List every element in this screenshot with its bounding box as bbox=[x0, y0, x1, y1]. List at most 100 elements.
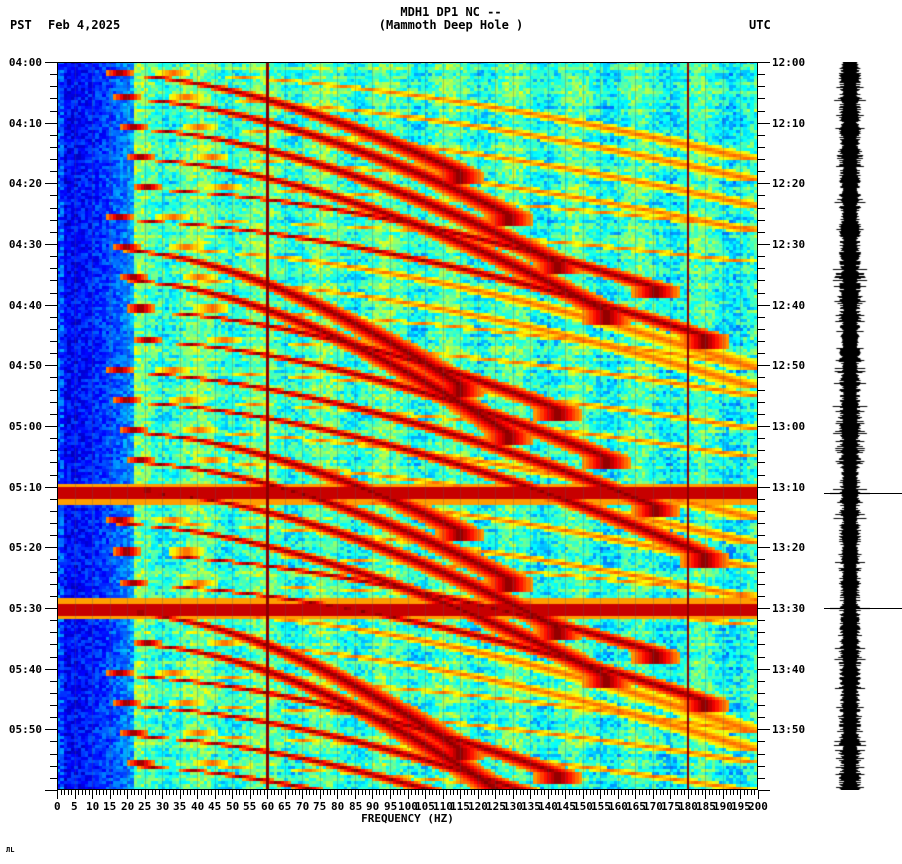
utc-axis-minor-tick bbox=[758, 523, 765, 524]
frequency-axis-minor-tick bbox=[194, 790, 195, 795]
seismogram-trace bbox=[830, 62, 870, 790]
frequency-axis-major-tick bbox=[232, 790, 233, 799]
time-axis-pst-label: 04:30 bbox=[8, 238, 42, 251]
frequency-axis-minor-tick bbox=[229, 790, 230, 795]
frequency-axis-minor-tick bbox=[211, 790, 212, 795]
frequency-axis-minor-tick bbox=[432, 790, 433, 795]
frequency-axis-minor-tick bbox=[82, 790, 83, 795]
utc-axis-minor-tick bbox=[758, 462, 765, 463]
frequency-axis-minor-tick bbox=[85, 790, 86, 795]
time-axis-minor-tick bbox=[50, 402, 57, 403]
utc-axis-minor-tick bbox=[758, 693, 765, 694]
frequency-axis-major-tick bbox=[530, 790, 531, 799]
frequency-axis-minor-tick bbox=[299, 790, 300, 795]
frequency-axis-label: 15 bbox=[103, 800, 117, 813]
frequency-axis-major-tick bbox=[425, 790, 426, 799]
frequency-axis-label: 20 bbox=[121, 800, 135, 813]
frequency-axis-minor-tick bbox=[576, 790, 577, 795]
frequency-axis-label: 200 bbox=[748, 800, 768, 813]
utc-axis-minor-tick bbox=[758, 438, 765, 439]
frequency-axis-minor-tick bbox=[474, 790, 475, 795]
time-axis-minor-tick bbox=[50, 280, 57, 281]
frequency-axis-label: 85 bbox=[349, 800, 363, 813]
frequency-axis-major-tick bbox=[565, 790, 566, 799]
time-axis-minor-tick bbox=[50, 475, 57, 476]
trace-event-marker bbox=[824, 608, 902, 609]
frequency-axis-major-tick bbox=[688, 790, 689, 799]
frequency-axis-minor-tick bbox=[393, 790, 394, 795]
frequency-axis-minor-tick bbox=[169, 790, 170, 795]
time-axis-utc-label: 13:20 bbox=[772, 541, 806, 554]
utc-axis-major-tick bbox=[758, 365, 770, 366]
frequency-axis-minor-tick bbox=[744, 790, 745, 795]
time-axis-minor-tick bbox=[50, 293, 57, 294]
time-axis-minor-tick bbox=[50, 220, 57, 221]
frequency-axis-minor-tick bbox=[604, 790, 605, 795]
frequency-axis-minor-tick bbox=[663, 790, 664, 795]
time-axis-minor-tick bbox=[50, 644, 57, 645]
frequency-axis-minor-tick bbox=[586, 790, 587, 795]
frequency-axis-major-tick bbox=[705, 790, 706, 799]
utc-axis-minor-tick bbox=[758, 741, 765, 742]
utc-axis-major-tick bbox=[758, 729, 770, 730]
time-axis-pst: 04:00 04:10 04:20 04:30 04:40 04:50 05:00 05:10… bbox=[0, 0, 57, 864]
frequency-axis-minor-tick bbox=[176, 790, 177, 795]
frequency-axis-minor-tick bbox=[607, 790, 608, 795]
time-axis-minor-tick bbox=[50, 98, 57, 99]
utc-axis-minor-tick bbox=[758, 135, 765, 136]
frequency-axis-label: 105 bbox=[415, 800, 435, 813]
frequency-axis-minor-tick bbox=[61, 790, 62, 795]
time-axis-pst-label: 05:10 bbox=[8, 481, 42, 494]
timezone-label-left: PST bbox=[10, 18, 32, 32]
time-axis-minor-tick bbox=[50, 135, 57, 136]
frequency-axis-minor-tick bbox=[89, 790, 90, 795]
time-axis-minor-tick bbox=[50, 535, 57, 536]
frequency-axis-label: 65 bbox=[278, 800, 292, 813]
frequency-axis-minor-tick bbox=[306, 790, 307, 795]
frequency-axis-label: 30 bbox=[156, 800, 170, 813]
frequency-axis: 0 5 10 15 20 25 30 35 40 45 50 55 60 65 70 75 80 85 90 95 10… bbox=[0, 790, 902, 864]
frequency-axis-minor-tick bbox=[446, 790, 447, 795]
frequency-axis-label: 145 bbox=[556, 800, 576, 813]
frequency-axis-minor-tick bbox=[117, 790, 118, 795]
time-axis-minor-tick bbox=[50, 208, 57, 209]
spectrogram-panel[interactable] bbox=[57, 62, 758, 790]
frequency-axis-major-tick bbox=[110, 790, 111, 799]
frequency-axis-minor-tick bbox=[716, 790, 717, 795]
time-axis-minor-tick bbox=[50, 754, 57, 755]
frequency-axis-minor-tick bbox=[204, 790, 205, 795]
time-axis-utc-label: 13:00 bbox=[772, 420, 806, 433]
frequency-axis-minor-tick bbox=[646, 790, 647, 795]
time-axis-utc-label: 13:10 bbox=[772, 481, 806, 494]
frequency-axis-major-tick bbox=[162, 790, 163, 799]
frequency-axis-minor-tick bbox=[190, 790, 191, 795]
time-axis-pst-label: 04:10 bbox=[8, 117, 42, 130]
time-axis-minor-tick bbox=[50, 159, 57, 160]
frequency-axis-major-tick bbox=[548, 790, 549, 799]
utc-axis-minor-tick bbox=[758, 766, 765, 767]
time-axis-minor-tick bbox=[50, 596, 57, 597]
seismogram-trace-panel[interactable] bbox=[830, 62, 870, 790]
time-axis-major-tick bbox=[45, 123, 57, 124]
frequency-axis-minor-tick bbox=[639, 790, 640, 795]
frequency-axis-minor-tick bbox=[730, 790, 731, 795]
frequency-axis-minor-tick bbox=[492, 790, 493, 795]
utc-axis-minor-tick bbox=[758, 377, 765, 378]
frequency-axis-minor-tick bbox=[698, 790, 699, 795]
frequency-axis-major-tick bbox=[145, 790, 146, 799]
utc-axis-minor-tick bbox=[758, 220, 765, 221]
frequency-axis-minor-tick bbox=[295, 790, 296, 795]
frequency-axis-label: 25 bbox=[138, 800, 152, 813]
frequency-axis-minor-tick bbox=[649, 790, 650, 795]
frequency-axis-minor-tick bbox=[309, 790, 310, 795]
utc-axis-minor-tick bbox=[758, 620, 765, 621]
frequency-axis-minor-tick bbox=[677, 790, 678, 795]
utc-axis-minor-tick bbox=[758, 353, 765, 354]
frequency-axis-minor-tick bbox=[509, 790, 510, 795]
time-axis-minor-tick bbox=[50, 584, 57, 585]
time-axis-minor-tick bbox=[50, 693, 57, 694]
utc-axis-minor-tick bbox=[758, 572, 765, 573]
time-axis-major-tick bbox=[45, 669, 57, 670]
utc-axis-minor-tick bbox=[758, 717, 765, 718]
time-axis-major-tick bbox=[45, 608, 57, 609]
